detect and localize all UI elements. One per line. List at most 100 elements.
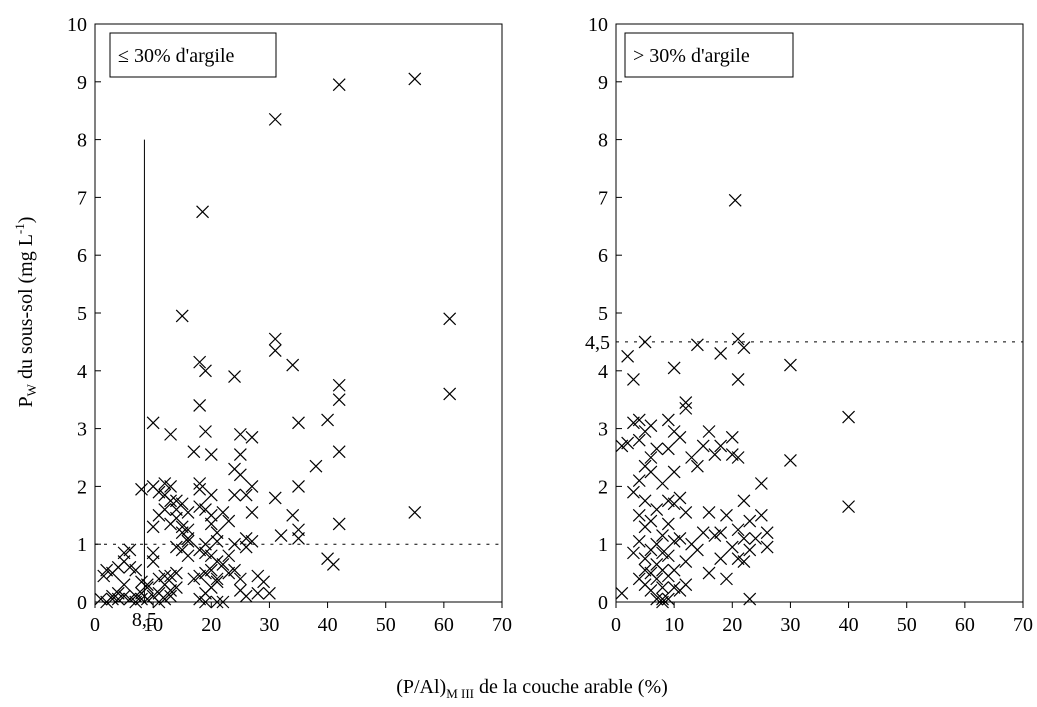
data-point xyxy=(644,584,658,597)
data-point xyxy=(667,361,681,375)
y-tick-label: 5 xyxy=(598,303,608,325)
data-point xyxy=(123,543,137,557)
data-point xyxy=(731,332,745,346)
data-point xyxy=(181,523,195,537)
data-point xyxy=(222,514,236,528)
data-point xyxy=(731,451,745,464)
x-tick-label: 40 xyxy=(318,614,338,636)
data-point xyxy=(690,459,704,473)
data-point xyxy=(228,537,241,551)
data-point xyxy=(169,566,183,580)
x-tick-label: 50 xyxy=(897,614,917,636)
y-tick-label: 4 xyxy=(598,361,608,383)
data-point xyxy=(326,558,340,571)
x-axis-label: (P/Al)M III de la couche arable (%) xyxy=(396,676,668,701)
data-point xyxy=(210,572,224,586)
data-point xyxy=(731,373,745,386)
data-point xyxy=(784,358,797,372)
data-point xyxy=(158,503,172,516)
data-point xyxy=(650,503,664,516)
data-point xyxy=(754,508,768,522)
data-point xyxy=(268,344,282,357)
data-point xyxy=(199,364,212,378)
data-point xyxy=(714,526,728,540)
data-point xyxy=(164,494,178,508)
data-point xyxy=(268,332,282,346)
data-point xyxy=(661,442,675,456)
y-tick-label: 8 xyxy=(77,130,87,152)
data-point xyxy=(842,410,855,424)
data-point xyxy=(737,341,751,355)
data-point xyxy=(737,531,751,545)
data-point xyxy=(720,508,733,522)
data-point xyxy=(181,505,195,519)
data-point xyxy=(661,413,675,427)
data-point xyxy=(667,563,681,577)
data-point xyxy=(714,439,728,453)
y-tick-label: 9 xyxy=(598,72,608,94)
data-point xyxy=(292,531,305,545)
data-point xyxy=(193,399,207,412)
data-point xyxy=(292,479,305,493)
y-tick-label: 9 xyxy=(77,72,87,94)
data-point xyxy=(650,537,664,551)
data-point xyxy=(760,540,774,554)
data-point xyxy=(181,549,195,563)
data-point xyxy=(233,427,247,441)
data-point xyxy=(117,578,131,592)
data-point xyxy=(199,425,212,438)
data-point xyxy=(696,526,710,540)
y-tick-label: 2 xyxy=(77,476,87,498)
data-point xyxy=(210,595,224,609)
data-point xyxy=(146,546,160,560)
y-tick-label: 10 xyxy=(588,14,608,36)
data-point xyxy=(245,479,259,493)
data-point xyxy=(245,534,259,548)
data-point xyxy=(842,500,855,514)
legend-box xyxy=(109,32,277,78)
data-point xyxy=(656,581,669,594)
data-point xyxy=(661,592,675,606)
data-point xyxy=(169,511,183,525)
data-point xyxy=(216,558,230,571)
data-point xyxy=(245,505,259,519)
data-point xyxy=(332,393,346,407)
data-point xyxy=(754,477,768,490)
data-point xyxy=(106,589,119,603)
data-point xyxy=(743,543,757,557)
data-point xyxy=(193,355,207,369)
data-point xyxy=(749,531,762,545)
y-tick-label: 10 xyxy=(67,14,87,36)
data-point xyxy=(129,563,143,577)
data-point xyxy=(784,453,797,467)
data-point xyxy=(760,526,774,540)
data-point xyxy=(679,396,693,410)
data-point xyxy=(714,347,728,360)
data-point xyxy=(321,413,334,427)
data-point xyxy=(690,543,704,557)
y-tick-label: 6 xyxy=(598,245,608,267)
data-point xyxy=(443,312,457,326)
data-point xyxy=(169,581,183,594)
data-point xyxy=(158,569,172,583)
data-point xyxy=(193,482,207,496)
threshold-annotation: 4,5 xyxy=(585,332,610,354)
y-tick-label: 3 xyxy=(598,419,608,441)
data-point xyxy=(632,413,646,427)
data-point xyxy=(210,534,224,548)
data-point xyxy=(679,578,693,592)
data-point xyxy=(638,335,652,349)
plot-frame xyxy=(615,23,1024,603)
data-point xyxy=(685,451,699,464)
y-tick-label: 7 xyxy=(77,187,87,209)
data-point xyxy=(632,433,646,447)
threshold-annotation: 8,5 xyxy=(132,609,157,631)
x-tick-label: 20 xyxy=(722,614,742,636)
y-tick-label: 1 xyxy=(77,534,87,556)
x-tick-label: 10 xyxy=(664,614,684,636)
data-point xyxy=(146,479,160,493)
data-point xyxy=(268,112,282,126)
data-point xyxy=(725,540,739,554)
data-point xyxy=(332,378,346,392)
